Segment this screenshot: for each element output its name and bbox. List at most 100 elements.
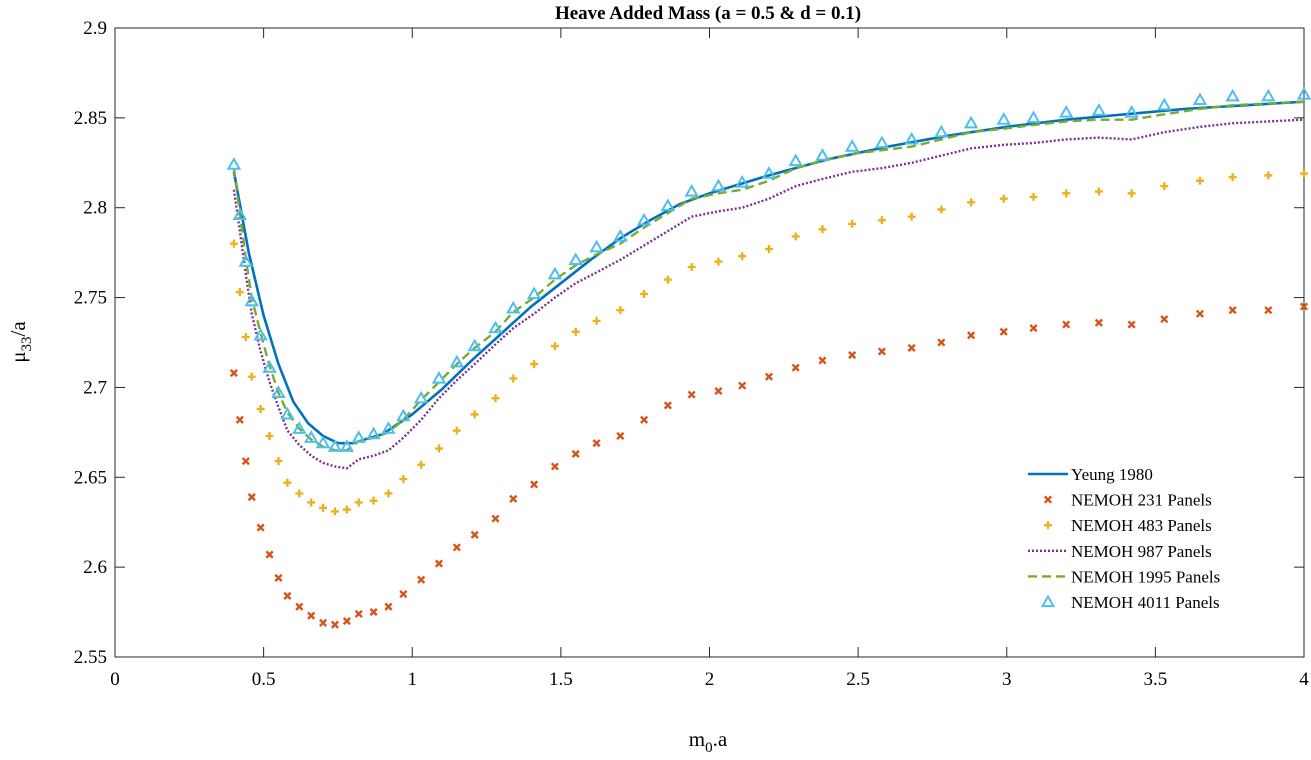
x-tick-label: 3.5 [1144,669,1168,690]
legend-swatch [1040,594,1056,608]
data-point [491,514,500,523]
data-point [640,289,649,298]
data-point [791,363,800,372]
data-point [663,275,672,284]
data-point [265,550,274,559]
data-point [307,498,316,507]
data-point [640,415,649,424]
data-point [547,266,563,280]
data-point [687,390,696,399]
data-point [327,439,343,452]
x-tick-label: 3 [1002,669,1012,690]
data-point [1062,320,1071,329]
y-tick-label: 2.7 [83,377,107,398]
data-point [247,372,256,381]
data-point [848,351,857,360]
data-point [844,139,860,152]
data-point [229,239,238,248]
data-point [307,611,316,620]
data-point [330,620,340,629]
data-point [761,166,777,179]
data-point [904,131,919,145]
legend-label: Yeung 1980 [1071,465,1153,484]
data-point [366,426,381,440]
data-point [452,426,461,435]
x-tick-label: 2 [705,669,715,690]
series-nemoh-483-panels [229,169,1308,516]
legend-item: NEMOH 1995 Panels [1028,567,1220,586]
data-point [663,401,672,410]
data-point [256,523,265,532]
data-point [256,404,265,413]
data-point [1058,104,1074,118]
data-point [764,245,773,254]
data-point [1299,302,1309,311]
legend-item: NEMOH 4011 Panels [1040,593,1220,612]
x-tick-label: 4 [1299,669,1309,690]
data-point [1127,189,1136,198]
data-point [303,430,319,443]
data-point [1195,176,1204,185]
y-axis-label-subscript: 33 [19,336,35,351]
data-point [1029,192,1038,201]
x-axis-label: m0.a [689,727,728,755]
data-point [452,543,461,552]
data-point [253,327,268,341]
axis-ticks: 0 0.5 1 1.5 2 2.5 3 3.5 4 2.55 2.6 2.65 2.7 2.75 2.8 2.… [74,18,1310,690]
data-point [399,590,408,599]
data-point [319,618,328,627]
data-point [506,300,521,314]
data-point [1127,320,1136,329]
data-point [431,370,447,384]
data-point [687,263,696,272]
series-nemoh-1995-panels [232,100,1305,452]
data-point [996,112,1012,125]
data-point [381,421,396,434]
data-point [791,232,800,241]
data-point [1094,187,1103,196]
data-point [934,124,949,138]
data-point [280,406,295,420]
data-point [491,394,500,403]
data-point [283,591,292,600]
data-point [244,293,259,307]
data-point [1160,182,1169,191]
data-point [1195,309,1205,318]
y-tick-label: 2.75 [74,288,107,309]
data-point [369,496,378,505]
series-layer [226,86,1311,629]
data-point [330,507,339,516]
x-tick-label: 1 [408,669,418,690]
data-point [877,216,886,225]
data-point [1091,103,1107,116]
data-point [1192,92,1208,106]
x-tick-label: 1.5 [549,669,573,690]
data-point [907,343,916,352]
legend-item: NEMOH 987 Panels [1028,542,1212,561]
data-point [999,327,1008,336]
data-point [509,374,518,383]
series-nemoh-231-panels [229,302,1309,629]
data-point [271,385,286,398]
data-point [1062,189,1071,198]
series-line [232,118,1305,470]
data-point [764,372,773,381]
series-yeung-1980 [232,100,1305,445]
data-point [967,198,976,207]
data-point [1160,315,1169,324]
data-point [232,207,248,221]
legend-item: Yeung 1980 [1028,465,1153,484]
data-point [734,175,750,188]
data-point [1026,110,1041,123]
legend-item: NEMOH 483 Panels [1044,516,1212,535]
data-point [714,386,723,396]
data-point [818,356,827,365]
series-nemoh-987-panels [232,118,1305,470]
data-point [295,602,304,611]
data-point [283,478,292,487]
data-point [488,320,503,334]
data-point [616,306,625,315]
data-point [738,381,747,390]
data-point [1225,88,1240,102]
